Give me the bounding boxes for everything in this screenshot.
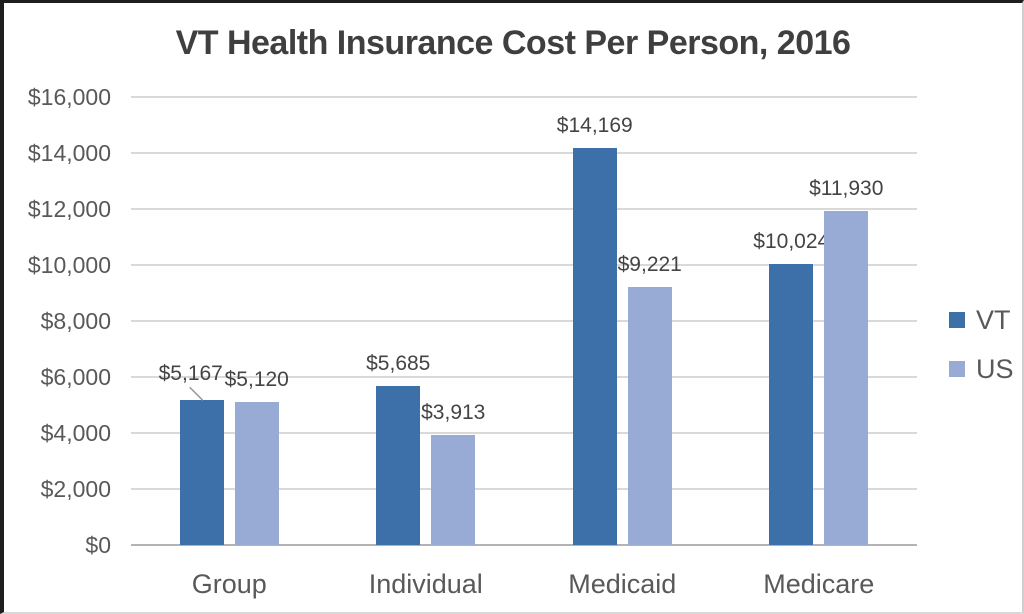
y-axis-tick-label: $10,000 (27, 252, 111, 278)
bar-us-group (234, 401, 279, 545)
bar-vt-individual (376, 385, 421, 545)
x-axis-category-label: Individual (368, 569, 483, 599)
data-label-us-medicare: $11,930 (809, 176, 884, 200)
legend-item-us: US (949, 354, 1014, 384)
y-axis-tick-label: $12,000 (27, 196, 111, 222)
data-label-vt-medicaid: $14,169 (556, 114, 633, 138)
gridline (131, 208, 917, 210)
y-axis-tick-label: $2,000 (40, 476, 111, 502)
x-axis-category-label: Group (191, 569, 267, 599)
y-axis-tick-label: $4,000 (40, 420, 111, 446)
gridline (131, 152, 917, 154)
data-label-vt-individual: $5,685 (366, 351, 431, 375)
bar-vt-group (179, 400, 224, 545)
plot-area: $5,167 $5,685 $14,169 $10,024 $5,120 $3,913 $9… (131, 96, 917, 546)
y-axis-tick-label: $8,000 (40, 308, 111, 334)
legend-swatch-vt (949, 312, 965, 328)
legend-swatch-us (949, 361, 965, 377)
bar-us-medicaid (627, 286, 672, 545)
legend-label: US (976, 353, 1014, 384)
chart-title: VT Health Insurance Cost Per Person, 201… (175, 24, 851, 62)
legend-label: VT (976, 304, 1011, 335)
data-label-us-medicaid: $9,221 (617, 252, 682, 276)
data-label-vt-medicare: $10,024 (753, 230, 830, 254)
data-label-us-individual: $3,913 (421, 401, 486, 425)
bar-us-medicare (824, 210, 869, 545)
y-axis-tick-label: $16,000 (27, 84, 111, 110)
y-axis-tick-label: $14,000 (27, 140, 111, 166)
bar-us-individual (431, 435, 476, 545)
legend-item-vt: VT (949, 305, 1014, 335)
gridline (131, 264, 917, 266)
gridline (131, 488, 917, 490)
gridline (131, 432, 917, 434)
data-label-us-group: $5,120 (224, 367, 289, 391)
bar-vt-medicaid (572, 148, 617, 545)
x-axis-category-label: Medicare (763, 569, 875, 599)
y-axis-tick-label: $6,000 (40, 364, 111, 390)
gridline (131, 376, 917, 378)
y-axis-tick-label: $0 (85, 532, 111, 558)
x-axis-line (131, 544, 917, 546)
legend: VT US (949, 305, 1014, 403)
gridline (131, 96, 917, 98)
data-label-vt-group: $5,167 (158, 362, 223, 386)
bar-vt-medicare (769, 264, 814, 545)
x-axis-category-label: Medicaid (568, 569, 677, 599)
gridline (131, 320, 917, 322)
